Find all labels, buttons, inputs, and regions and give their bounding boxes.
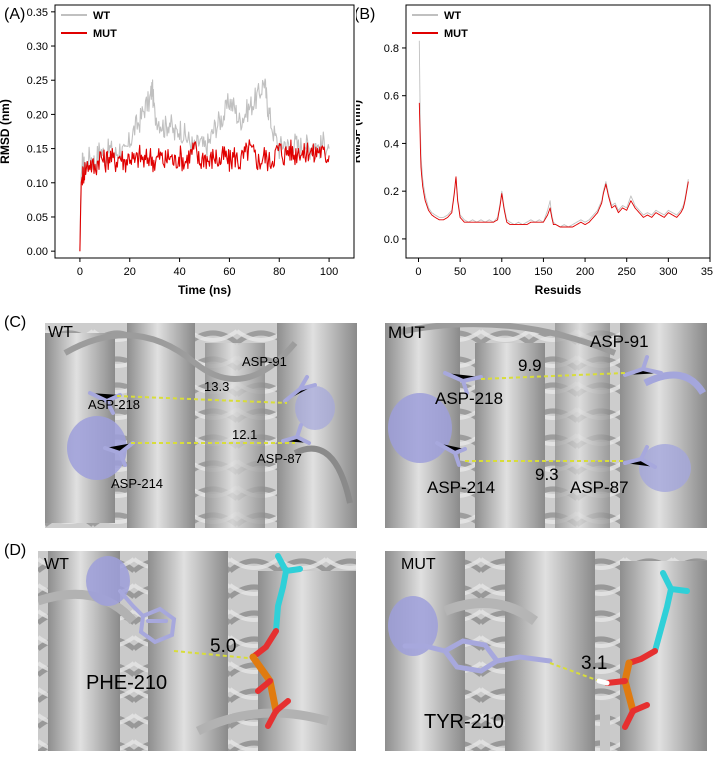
x-tick-label: 300	[659, 266, 677, 278]
highlighted-helix	[388, 393, 452, 463]
distance-line	[116, 395, 288, 404]
state-label: MUT	[401, 556, 436, 573]
y-tick-label: 0.6	[384, 91, 399, 103]
structure-c-mut: MUT ASP-91 ASP-218 9.9 ASP-214 9.3 ASP-8…	[385, 323, 707, 528]
residue-label: ASP-214	[111, 476, 163, 491]
y-tick-label: 0.05	[27, 212, 48, 224]
rmsd-chart: (A) 0 20 40 60 80 100 0.00 0.05 0.10 0.15 0.20 0.25…	[0, 4, 355, 297]
residue-label: ASP-218	[435, 389, 503, 408]
distance-line	[480, 372, 626, 380]
distance-value: 3.1	[581, 653, 607, 674]
distance-line	[549, 662, 600, 682]
state-label: WT	[44, 556, 69, 573]
x-tick-label: 0	[415, 266, 421, 278]
distance-line	[173, 650, 249, 659]
y-tick-label: 0.10	[27, 178, 48, 190]
x-tick-label: 0	[77, 266, 83, 278]
x-axis-label: Resuids	[535, 283, 582, 297]
helix	[555, 323, 610, 528]
sidechain-sticks	[435, 355, 663, 469]
helix	[620, 561, 707, 751]
y-tick-label: 0.2	[384, 186, 399, 198]
y-tick-label: 0.8	[384, 43, 399, 55]
ligand	[596, 570, 690, 730]
residue-label: ASP-87	[257, 451, 302, 466]
y-tick-label: 0.20	[27, 109, 48, 121]
distance-value: 9.3	[535, 465, 559, 484]
x-tick-label: 350	[701, 266, 713, 278]
panel-label-c: (C)	[4, 314, 27, 331]
state-label: MUT	[388, 323, 425, 342]
y-tick-label: 0.30	[27, 41, 48, 53]
x-tick-label: 50	[454, 266, 466, 278]
series-line-mut	[79, 139, 330, 252]
x-tick-label: 250	[618, 266, 636, 278]
panel-label-b: (B)	[356, 6, 375, 23]
plot-frame	[405, 4, 711, 259]
x-tick-label: 40	[173, 266, 185, 278]
helix	[475, 343, 545, 528]
sidechain-sticks	[88, 375, 317, 467]
y-tick-label: 0.00	[27, 246, 48, 258]
y-tick-label: 0.4	[384, 138, 399, 150]
helix	[258, 571, 356, 751]
distance-value: 9.9	[518, 356, 542, 375]
x-tick-label: 100	[493, 266, 511, 278]
plot-frame	[54, 4, 355, 259]
series-line-mut	[418, 102, 689, 228]
residue-label: ASP-214	[427, 478, 495, 497]
residue-label: ASP-218	[88, 397, 140, 412]
structure-c-wt: WT ASP-91 ASP-218 13.3 12.1 ASP-87 ASP-2…	[45, 323, 357, 528]
legend-label: MUT	[93, 28, 117, 40]
x-tick-label: 20	[124, 266, 136, 278]
y-tick-label: 0.0	[384, 234, 399, 246]
legend-label: WT	[93, 10, 110, 22]
rmsf-chart: (B) 0 50 100 150 200 250 300 350 0.0 0.2 0.4 0.6 0.8…	[356, 4, 713, 297]
panel-label-d: (D)	[4, 542, 27, 559]
rmsf-plot-area: 0 50 100 150 200 250 300 350 0.0 0.2 0.4 0.6 0.8 Resu…	[356, 4, 713, 297]
ligand	[249, 553, 303, 729]
x-tick-label: 80	[273, 266, 285, 278]
rmsd-plot-area: 0 20 40 60 80 100 0.00 0.05 0.10 0.15 0.20 0.25 0.30…	[0, 4, 355, 297]
highlighted-helix	[388, 596, 438, 656]
helix	[505, 551, 595, 751]
y-tick-label: 0.35	[27, 7, 48, 19]
helix	[148, 551, 228, 751]
legend-label: WT	[444, 10, 461, 22]
y-tick-label: 0.15	[27, 144, 48, 156]
residue-label: ASP-91	[242, 354, 287, 369]
helix	[620, 323, 707, 528]
distance-value: 12.1	[232, 427, 257, 442]
x-tick-label: 100	[320, 266, 338, 278]
series-line-wt	[418, 40, 689, 228]
y-axis-label: RMSF (nm)	[356, 100, 363, 163]
y-axis-label: RMSD (nm)	[0, 99, 12, 164]
highlighted-helix	[86, 556, 130, 606]
x-tick-label: 200	[576, 266, 594, 278]
x-tick-label: 60	[223, 266, 235, 278]
panel-label-a: (A)	[4, 6, 25, 23]
residue-label: TYR-210	[424, 711, 504, 733]
distance-value: 5.0	[210, 636, 236, 657]
residue-label: PHE-210	[86, 672, 167, 694]
highlighted-helix	[67, 416, 127, 480]
distance-value: 13.3	[204, 379, 229, 394]
legend-label: MUT	[444, 28, 468, 40]
residue-label: ASP-91	[590, 332, 649, 351]
state-label: WT	[48, 324, 73, 341]
residue-label: ASP-87	[570, 478, 629, 497]
tyr-sidechain	[402, 638, 553, 674]
phe-sidechain	[118, 589, 177, 645]
x-tick-label: 150	[534, 266, 552, 278]
structure-d-wt: WT 5.0 PHE-210	[38, 551, 356, 751]
y-tick-label: 0.25	[27, 75, 48, 87]
x-axis-label: Time (ns)	[178, 283, 231, 297]
structure-d-mut: MUT 3.1 TYR-210	[385, 551, 707, 751]
